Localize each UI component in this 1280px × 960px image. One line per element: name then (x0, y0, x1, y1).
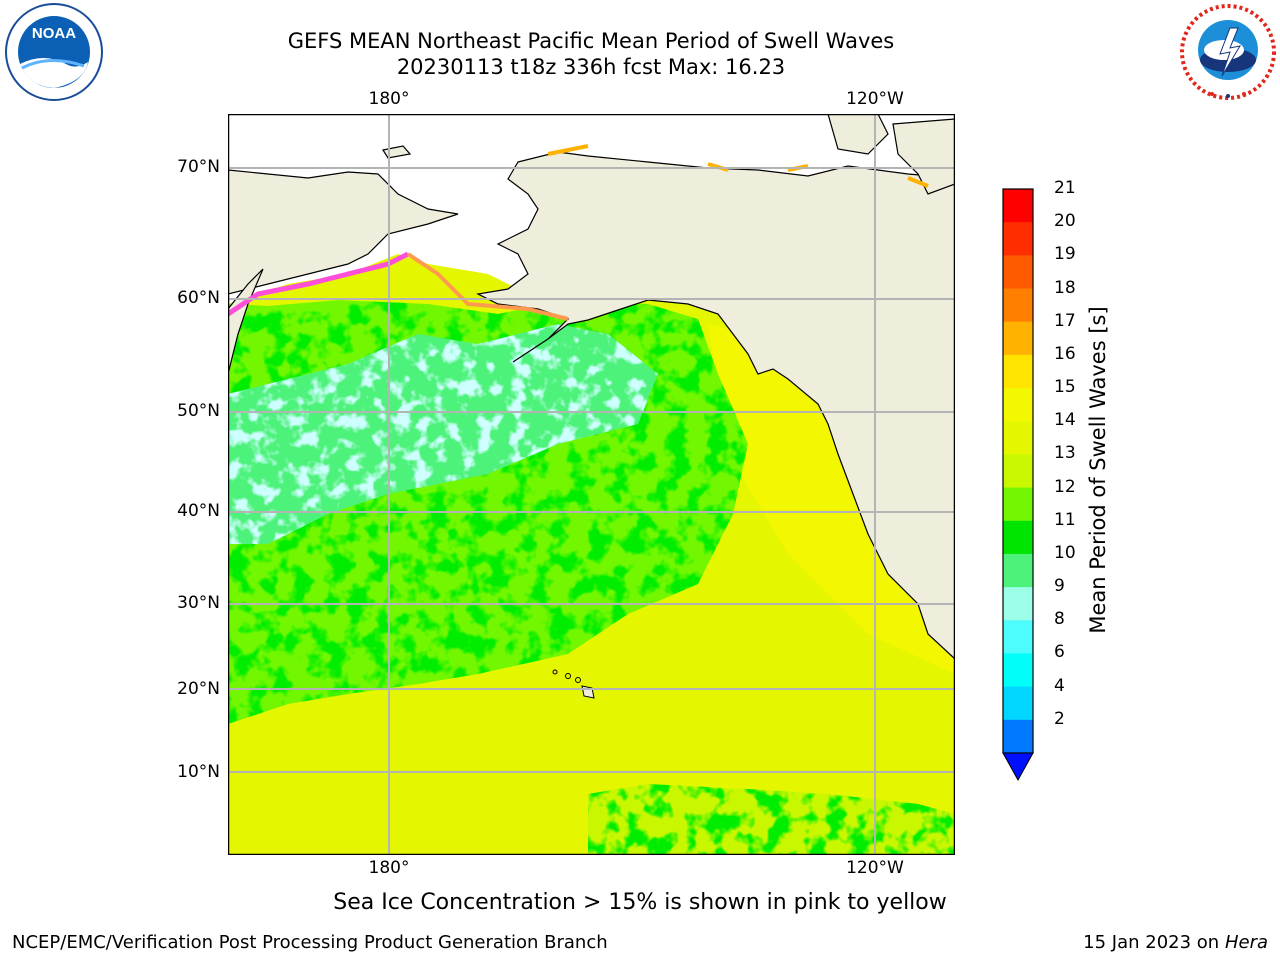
colorbar-tick-label: 17 (1054, 310, 1076, 331)
lon-label-bottom-180: 180° (368, 858, 410, 878)
colorbar-swatch (1003, 354, 1033, 389)
colorbar-swatch (1003, 388, 1033, 422)
colorbar-tick-label: 4 (1054, 675, 1065, 696)
colorbar (1002, 188, 1034, 782)
land-alaska-canada (476, 151, 955, 660)
footer-host: Hera (1224, 932, 1268, 953)
land-arctic-island (827, 114, 889, 155)
lat-label-60n: 60°N (177, 288, 220, 308)
colorbar-tick-label: 19 (1054, 244, 1076, 265)
chart-title-line1: GEFS MEAN Northeast Pacific Mean Period … (287, 29, 895, 53)
colorbar-swatch (1003, 620, 1033, 654)
colorbar-swatch (1003, 686, 1033, 721)
colorbar-swatch (1003, 421, 1033, 455)
colorbar-swatch (1003, 520, 1033, 555)
colorbar-swatch (1003, 454, 1033, 489)
colorbar-tick-label: 8 (1054, 609, 1065, 630)
colorbar-tick-label: 15 (1054, 377, 1076, 398)
southern-green-patches (588, 784, 955, 855)
lat-label-40n: 40°N (177, 501, 220, 521)
colorbar-swatch (1003, 255, 1033, 290)
colorbar-tick-label: 2 (1054, 708, 1065, 729)
colorbar-tick-label: 13 (1054, 443, 1076, 464)
lon-label-top-180: 180° (368, 89, 410, 109)
lat-label-20n: 20°N (177, 679, 220, 699)
lon-label-bottom-120w: 120°W (846, 858, 904, 878)
footer-branch: NCEP/EMC/Verification Post Processing Pr… (12, 932, 608, 953)
colorbar-swatch (1003, 653, 1033, 688)
svg-text:NOAA: NOAA (32, 25, 76, 42)
lat-label-50n: 50°N (177, 401, 220, 421)
lat-label-30n: 30°N (177, 593, 220, 613)
lat-label-70n: 70°N (177, 157, 220, 177)
colorbar-swatch (1003, 222, 1033, 256)
colorbar-frame (1002, 188, 1034, 754)
sea-ice-edge-bering (228, 251, 410, 317)
colorbar-tick-label: 12 (1054, 476, 1076, 497)
colorbar-label: Mean Period of Swell Waves [s] (1086, 306, 1110, 634)
footer-date-text: 15 Jan 2023 on (1083, 932, 1225, 953)
sea-ice-edge-alaska (406, 252, 569, 321)
land-siberia (228, 169, 459, 295)
colorbar-swatch (1003, 288, 1033, 323)
colorbar-tick-label: 16 (1054, 343, 1076, 364)
noaa-logo: NOAA (5, 3, 103, 101)
colorbar-tick-label: 21 (1054, 178, 1076, 198)
nws-logo (1180, 4, 1276, 100)
colorbar-swatch (1003, 189, 1033, 223)
colorbar-swatch (1003, 719, 1033, 754)
colorbar-tick-label: 6 (1054, 642, 1065, 663)
colorbar-extend-arrow (1002, 752, 1034, 782)
colorbar-tick-label: 14 (1054, 410, 1076, 431)
colorbar-tick-label: 9 (1054, 576, 1065, 597)
sea-ice-note: Sea Ice Concentration > 15% is shown in … (333, 890, 947, 915)
colorbar-swatch (1003, 553, 1033, 588)
lat-label-10n: 10°N (177, 762, 220, 782)
colorbar-swatch (1003, 487, 1033, 522)
colorbar-tick-label: 11 (1054, 509, 1076, 530)
chart-title-line2: 20230113 t18z 336h fcst Max: 16.23 (396, 55, 786, 79)
map-frame (228, 114, 955, 855)
colorbar-tick-label: 20 (1054, 211, 1076, 232)
map-panel (228, 114, 955, 855)
footer-date: 15 Jan 2023 on Hera (1083, 932, 1268, 953)
colorbar-tick-label: 18 (1054, 277, 1076, 298)
colorbar-swatch (1003, 321, 1033, 356)
land-arctic-island-2 (892, 118, 955, 195)
lon-label-top-120w: 120°W (846, 89, 904, 109)
land-kamchatka (228, 268, 264, 375)
graticule (228, 114, 955, 855)
colorbar-tick-label: 10 (1054, 542, 1076, 563)
colorbar-swatch (1003, 587, 1033, 621)
